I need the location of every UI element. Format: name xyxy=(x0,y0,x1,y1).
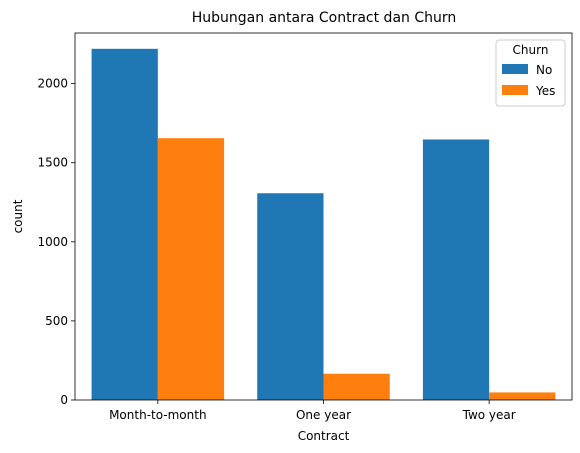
legend-label-no: No xyxy=(536,63,552,77)
y-tick-label: 500 xyxy=(45,314,68,328)
y-tick-label: 2000 xyxy=(37,77,68,91)
legend-swatch-no xyxy=(502,64,528,74)
bar-month-to-month-yes xyxy=(157,138,225,401)
y-tick-label: 0 xyxy=(60,393,68,407)
bar-two-year-yes xyxy=(489,392,556,400)
legend-swatch-yes xyxy=(502,85,528,95)
y-axis-label: count xyxy=(11,199,25,233)
bar-month-to-month-no xyxy=(91,48,158,400)
y-axis: 0 500 1000 1500 2000 xyxy=(37,77,75,407)
bar-one-year-yes xyxy=(323,373,390,400)
x-tick-label: Two year xyxy=(462,408,516,422)
bars xyxy=(91,48,556,401)
bar-one-year-no xyxy=(257,193,324,400)
x-tick-label: One year xyxy=(296,408,351,422)
legend-label-yes: Yes xyxy=(535,84,555,98)
legend-title: Churn xyxy=(513,43,549,57)
legend: Churn No Yes xyxy=(495,39,566,107)
x-axis: Month-to-month One year Two year xyxy=(109,400,516,422)
y-tick-label: 1500 xyxy=(37,156,68,170)
x-axis-label: Contract xyxy=(298,429,350,443)
y-tick-label: 1000 xyxy=(37,235,68,249)
x-tick-label: Month-to-month xyxy=(109,408,207,422)
bar-two-year-no xyxy=(422,139,490,400)
chart-title: Hubungan antara Contract dan Churn xyxy=(192,10,457,26)
legend-entries: No Yes xyxy=(502,63,555,98)
